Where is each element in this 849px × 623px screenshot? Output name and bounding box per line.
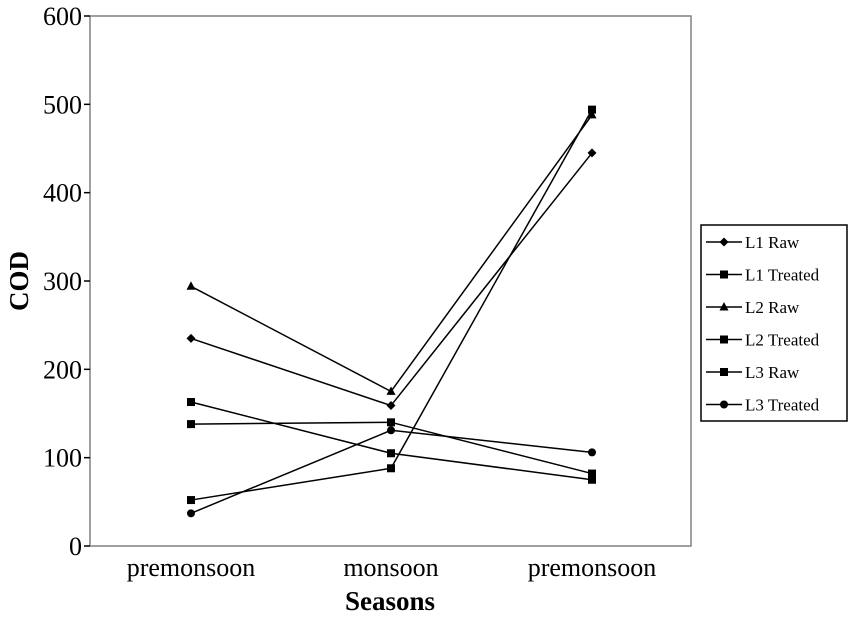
y-tick-label: 200 <box>43 355 82 384</box>
legend-marker <box>719 237 729 247</box>
series-6 <box>187 426 596 518</box>
x-tick-label: premonsoon <box>528 553 657 582</box>
data-point <box>387 426 395 435</box>
data-point <box>588 475 596 484</box>
data-point <box>386 401 396 411</box>
legend-label: L2 Treated <box>745 331 820 350</box>
data-point <box>387 449 395 458</box>
series-2 <box>187 398 596 484</box>
data-point <box>187 496 195 505</box>
y-tick-label: 100 <box>43 444 82 473</box>
x-axis-title: Seasons <box>345 586 435 616</box>
data-point <box>386 386 396 395</box>
data-point <box>588 448 596 457</box>
data-point <box>587 109 597 119</box>
legend-frame <box>700 224 848 422</box>
y-tick-label: 0 <box>69 532 82 561</box>
y-axis: 0 100 200 300 400 500 600 <box>43 2 90 561</box>
data-point <box>587 148 597 158</box>
data-point <box>186 281 196 290</box>
x-tick-label: monsoon <box>343 553 438 582</box>
data-point <box>387 418 395 427</box>
y-axis-title: COD <box>4 251 34 311</box>
legend-label: L3 Raw <box>745 363 800 382</box>
series-5 <box>187 105 596 505</box>
data-point <box>187 420 195 429</box>
y-tick-label: 300 <box>43 267 82 296</box>
y-tick-label: 400 <box>43 179 82 208</box>
series-line <box>190 152 593 407</box>
data-point <box>387 464 395 473</box>
series-1 <box>186 148 597 411</box>
y-tick-label: 600 <box>43 2 82 31</box>
legend: L1 Raw L1 Treated L2 Raw L2 Treated L3 Raw L3… <box>700 224 848 422</box>
legend-marker <box>720 368 728 376</box>
legend-marker <box>720 400 728 409</box>
data-point <box>187 509 195 518</box>
y-tick-label: 500 <box>43 90 82 119</box>
series-3 <box>186 109 597 395</box>
series-line <box>190 109 593 501</box>
series-layer <box>186 105 597 518</box>
legend-entry: L1 Treated <box>706 266 820 285</box>
legend-marker <box>720 270 728 279</box>
data-point <box>588 105 596 114</box>
legend-entry: L2 Raw <box>706 298 800 317</box>
data-point <box>588 469 596 478</box>
legend-label: L1 Raw <box>745 233 800 252</box>
legend-marker <box>719 302 729 311</box>
series-line <box>190 114 593 393</box>
data-point <box>186 333 196 343</box>
legend-entry: L2 Treated <box>706 331 820 350</box>
data-point <box>187 398 195 407</box>
legend-entry: L3 Raw <box>706 363 800 382</box>
legend-entry: L1 Raw <box>706 233 800 252</box>
x-axis: premonsoon monsoon premonsoon <box>127 553 657 582</box>
series-4 <box>187 418 596 478</box>
legend-marker <box>720 335 728 344</box>
legend-label: L1 Treated <box>745 266 820 285</box>
x-tick-label: premonsoon <box>127 553 256 582</box>
legend-label: L3 Treated <box>745 396 820 415</box>
legend-entry: L3 Treated <box>706 396 820 415</box>
legend-label: L2 Raw <box>745 298 800 317</box>
